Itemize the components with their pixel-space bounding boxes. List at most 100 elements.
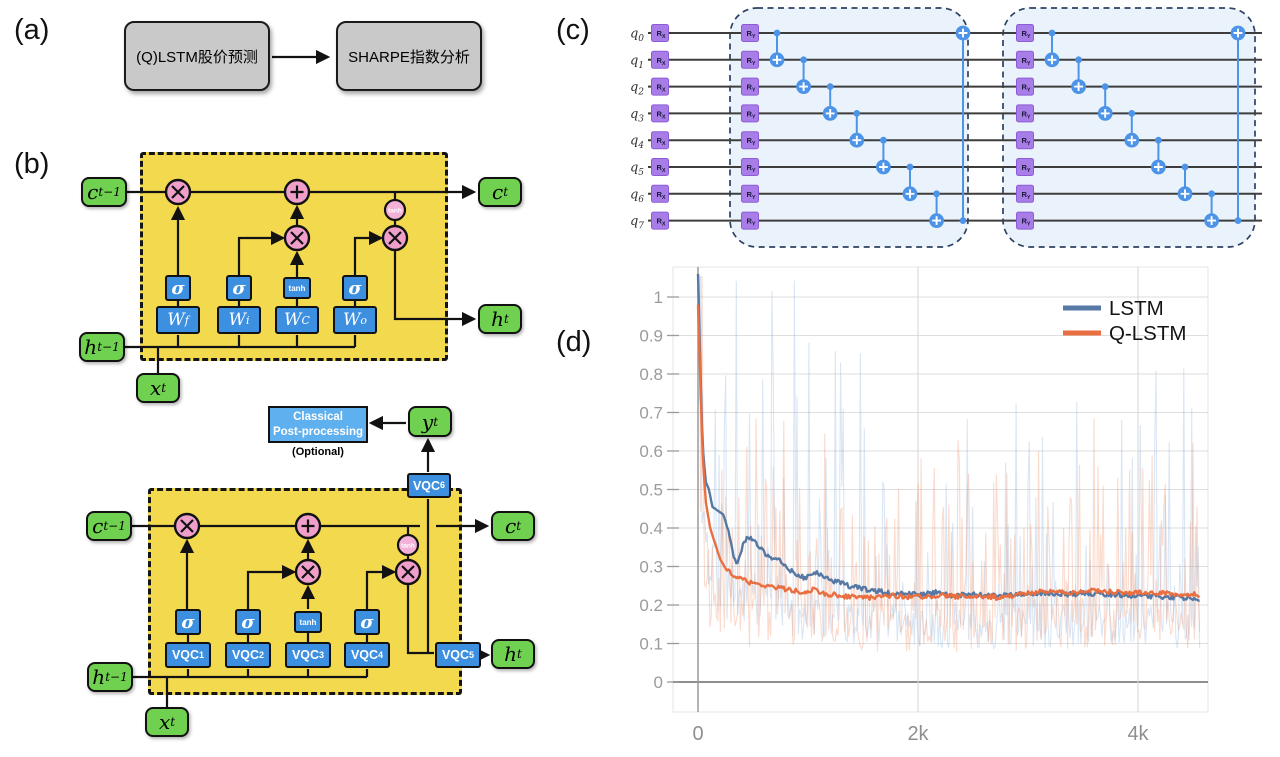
ry-gate (1016, 184, 1034, 203)
y-tick-label: 0.3 (639, 558, 663, 577)
qubit-label: q6 (630, 187, 644, 205)
svg-text:RY: RY (747, 109, 756, 120)
ry-gate (741, 184, 759, 203)
rx-gate (651, 158, 669, 176)
cnot-control-dot (1128, 110, 1136, 117)
tanh-op-circle (396, 533, 420, 557)
svg-text:RX: RX (657, 136, 666, 147)
panel-d-label: (d) (556, 326, 592, 358)
qubit-label: q1 (630, 53, 644, 71)
panel-b-label: (b) (14, 148, 50, 180)
svg-text:RX: RX (657, 217, 666, 228)
ry-gate (741, 50, 759, 69)
multiply-op-icon (388, 231, 402, 245)
ry-gate (1016, 24, 1034, 42)
loss-chart: 0 0.1 0.2 0.3 0.4 0.5 0.6 0.7 0.8 0.9 1 0 2k 4k LSTMQ-… (639, 266, 1209, 745)
svg-text:RY: RY (1022, 217, 1031, 228)
cnot-control-dot (1234, 217, 1242, 225)
y-tick-label: 0.2 (639, 596, 663, 615)
sigma-gate: σ (175, 609, 201, 635)
vqc6-box: VQC 6 (407, 473, 451, 498)
multiply-op-icon (171, 185, 185, 199)
ry-gate (1016, 211, 1034, 230)
cnot-control-dot (1075, 56, 1082, 64)
x-tick-label: 4k (1127, 723, 1149, 745)
qubit-label: q2 (630, 80, 644, 98)
ry-gate (1016, 50, 1034, 69)
qubit-label: q5 (630, 161, 644, 179)
svg-text:RY: RY (747, 217, 756, 228)
quantum-cell-operators: tanh (173, 512, 422, 586)
multiply-op-icon (180, 519, 194, 533)
add-op-icon (290, 185, 304, 199)
tanh-gate: tanh (283, 277, 311, 299)
svg-text:RY: RY (1022, 109, 1031, 120)
ry-gate (1016, 158, 1034, 176)
y-tick-label: 0.8 (639, 365, 663, 384)
cnot-control-dot (800, 56, 807, 64)
y-tick-label: 1 (654, 288, 663, 307)
rx-gate (651, 77, 669, 96)
svg-text:RY: RY (747, 29, 756, 40)
tanh-op-label: tanh (401, 543, 415, 550)
svg-text:RX: RX (657, 163, 666, 174)
node-h-prev: h t−1 (87, 662, 133, 692)
sigma-gate: σ (165, 275, 191, 301)
sigma-gate: σ (235, 609, 261, 635)
qubit-label: q3 (630, 107, 644, 125)
svg-text:RY: RY (747, 83, 756, 94)
svg-text:RY: RY (1022, 83, 1031, 94)
multiply-op-icon (401, 565, 415, 579)
cnot-control-dot (1155, 136, 1162, 144)
svg-text:RY: RY (1022, 56, 1031, 67)
rx-gate (651, 131, 669, 150)
sigma-gate: σ (226, 275, 252, 301)
svg-text:RY: RY (747, 163, 756, 174)
ry-gate (1016, 104, 1034, 123)
y-tick-label: 0 (654, 673, 663, 692)
cnot-control-dot (959, 217, 967, 225)
classical-cell-operators: tanh (164, 178, 409, 252)
svg-text:RX: RX (657, 29, 666, 40)
node-c-prev: c t−1 (86, 511, 132, 541)
y-tick-label: 0.9 (639, 327, 663, 346)
multiply-op-icon (301, 565, 315, 579)
y-tick-label: 0.5 (639, 481, 663, 500)
rx-gate (651, 104, 669, 123)
legend-label: LSTM (1109, 297, 1164, 320)
multiply-op-icon (290, 231, 304, 245)
q-lstm-raw-trace (697, 275, 1201, 652)
svg-text:RY: RY (747, 56, 756, 67)
panel-c-label: (c) (556, 14, 590, 46)
svg-text:RY: RY (747, 190, 756, 201)
tanh-gate: tanh (294, 611, 322, 633)
cnot-control-dot (1208, 190, 1215, 198)
cnot-control-dot (1181, 163, 1189, 171)
ry-gate (1016, 131, 1034, 150)
x-tick-label: 0 (692, 723, 703, 745)
q-lstm-smoothed-line (696, 304, 1201, 601)
x-tick-label: 2k (907, 723, 929, 745)
lstm-raw-trace (697, 275, 1201, 651)
rx-gate (651, 24, 669, 42)
panel-a-label: (a) (14, 14, 50, 46)
qubit-label: q4 (630, 134, 644, 152)
ry-gate (741, 77, 759, 96)
svg-text:RY: RY (1022, 163, 1031, 174)
svg-text:RY: RY (1022, 190, 1031, 201)
cnot-control-dot (1048, 29, 1056, 37)
cnot-control-dot (1101, 83, 1109, 90)
svg-text:RX: RX (657, 109, 666, 120)
classical-postprocess-box: Classical Post-processing (268, 406, 368, 443)
cnot-control-dot (826, 83, 834, 90)
